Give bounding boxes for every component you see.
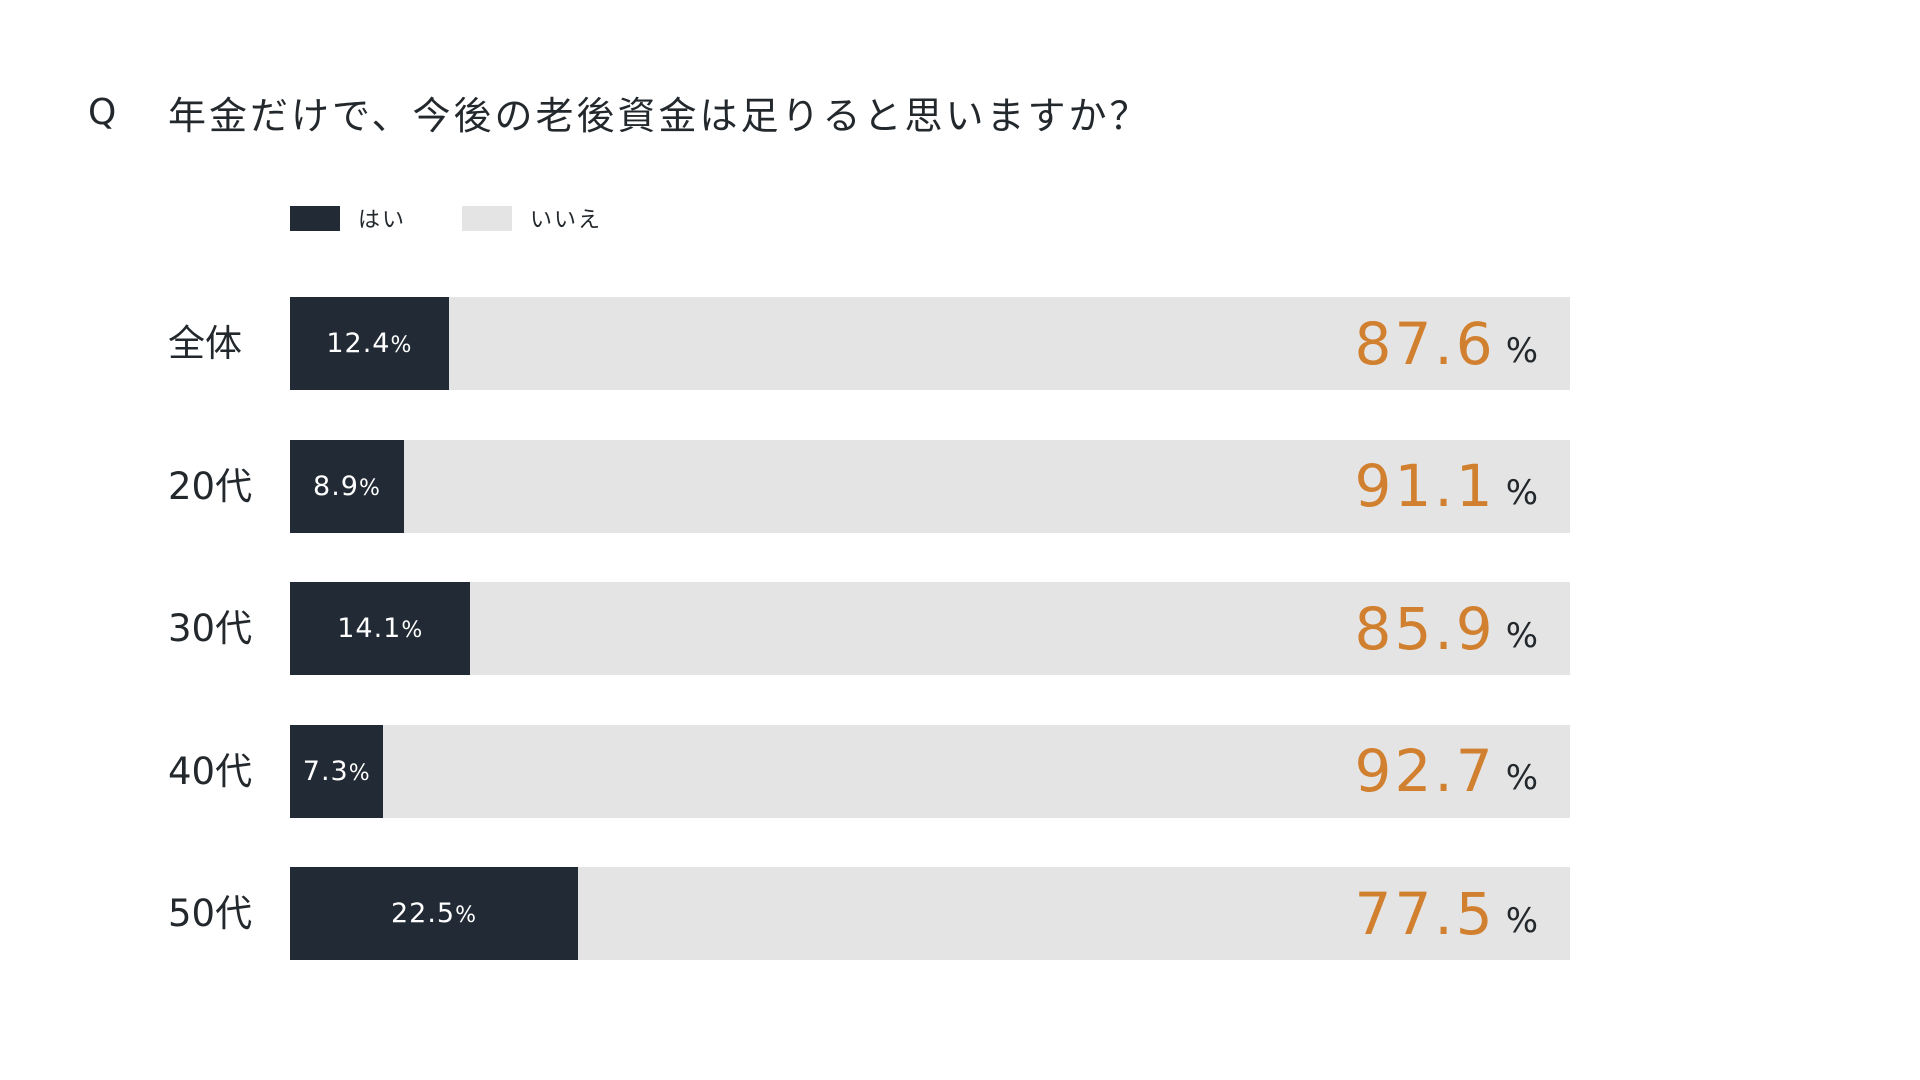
category-label: 30代 — [168, 607, 253, 650]
question-header: Q 年金だけで、今後の老後資金は足りると思いますか？ — [88, 82, 1150, 142]
bar-yes — [290, 867, 578, 960]
bar-row: 20代 8.9% 91.1% — [0, 439, 1920, 533]
question-text: 年金だけで、今後の老後資金は足りると思いますか？ — [168, 93, 1151, 138]
bar-yes — [290, 724, 384, 818]
yes-value-label: 22.5% — [390, 898, 478, 929]
legend-label-yes: はい — [358, 208, 407, 233]
bar-no: 14.1% 85.9% — [290, 582, 1570, 675]
legend-swatch-yes — [290, 205, 340, 231]
category-label: 20代 — [168, 464, 253, 508]
bar-row: 40代 7.3% 92.7% — [0, 724, 1920, 818]
bar-yes — [290, 439, 404, 533]
no-value-label: 91.1% — [1354, 452, 1538, 520]
chart-legend: はい いいえ — [290, 203, 658, 233]
category-label: 50代 — [168, 892, 253, 935]
bar-no: 12.4% 87.6% — [290, 297, 1570, 390]
category-label: 40代 — [168, 749, 253, 793]
yes-value-label: 12.4% — [326, 328, 413, 359]
question-mark: Q — [88, 91, 117, 133]
bar-yes — [290, 297, 449, 390]
yes-value-label: 8.9% — [313, 470, 381, 502]
no-value-label: 85.9% — [1354, 594, 1538, 663]
bar-row: 全体 12.4% 87.6% — [0, 297, 1920, 390]
bar-no: 22.5% 77.5% — [290, 867, 1570, 960]
bar-no: 7.3% 92.7% — [290, 724, 1570, 818]
no-value-label: 77.5% — [1354, 879, 1538, 948]
legend-item-no: いいえ — [462, 202, 602, 234]
legend-label-no: いいえ — [530, 208, 603, 233]
category-label: 全体 — [168, 322, 242, 365]
no-value-label: 92.7% — [1354, 737, 1538, 805]
bar-no: 8.9% 91.1% — [290, 439, 1570, 533]
bar-row: 50代 22.5% 77.5% — [0, 867, 1920, 960]
yes-value-label: 7.3% — [302, 755, 371, 787]
yes-value-label: 14.1% — [337, 613, 424, 644]
bar-row: 30代 14.1% 85.9% — [0, 582, 1920, 675]
no-value-label: 87.6% — [1354, 309, 1538, 378]
legend-swatch-no — [462, 205, 513, 231]
bar-yes — [290, 582, 471, 675]
legend-item-yes: はい — [290, 202, 406, 234]
